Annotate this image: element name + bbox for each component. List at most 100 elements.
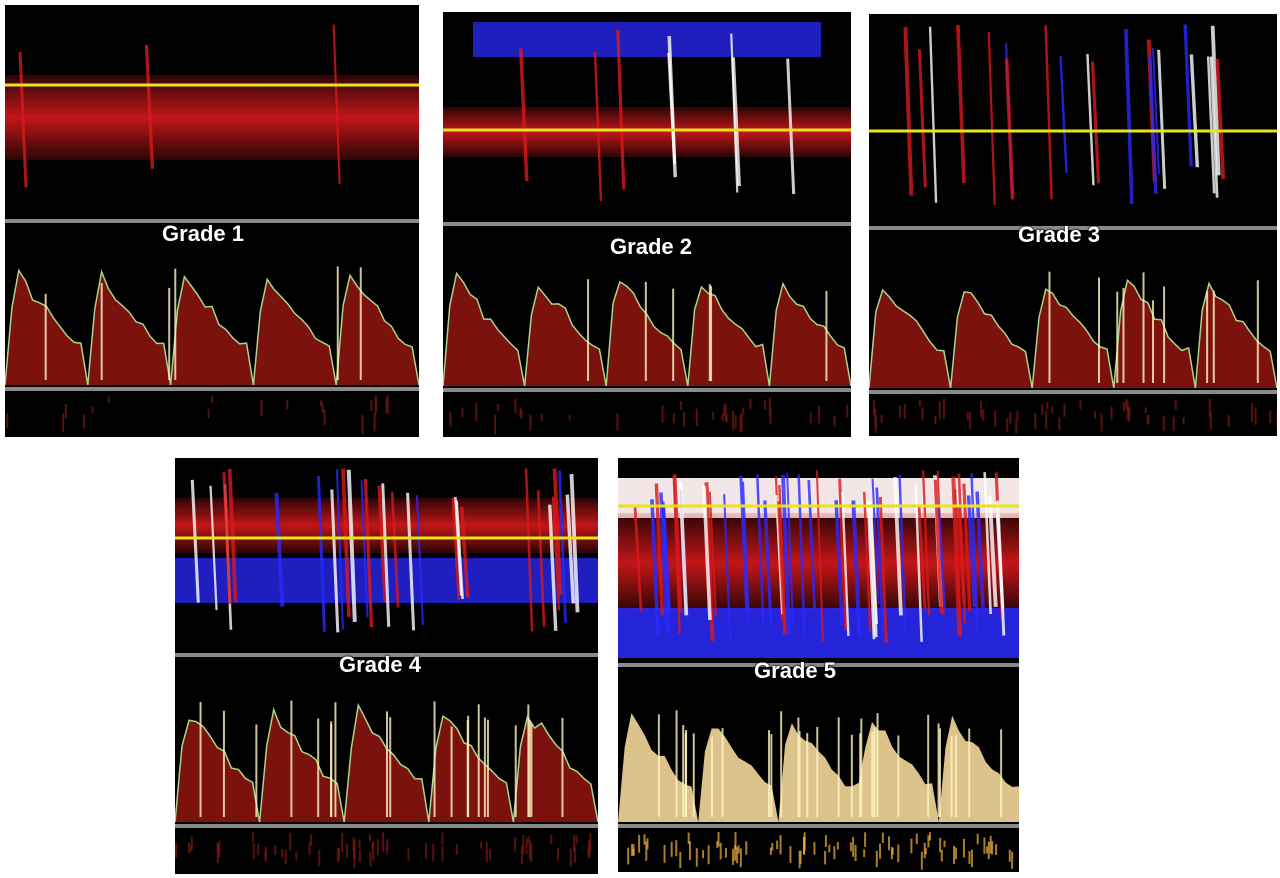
noise-mark bbox=[1269, 410, 1272, 423]
noise-mark bbox=[520, 410, 523, 419]
noise-mark bbox=[898, 405, 901, 418]
noise-mark bbox=[1046, 402, 1049, 410]
noise-mark bbox=[1041, 404, 1044, 415]
noise-mark bbox=[1051, 406, 1054, 414]
noise-mark bbox=[995, 844, 998, 856]
noise-mark bbox=[528, 840, 531, 861]
flow-streak bbox=[548, 504, 558, 631]
flow-streak bbox=[565, 494, 576, 604]
flow-streak bbox=[673, 474, 683, 613]
noise-mark bbox=[969, 412, 972, 429]
flow-streak bbox=[996, 500, 1006, 636]
noise-mark bbox=[769, 408, 772, 425]
flow-streak bbox=[1157, 49, 1167, 189]
noise-mark bbox=[374, 395, 377, 415]
noise-mark bbox=[441, 846, 444, 862]
noise-mark bbox=[425, 842, 428, 859]
noise-mark bbox=[488, 849, 491, 861]
noise-mark bbox=[638, 834, 641, 853]
envelope-trace bbox=[869, 278, 1277, 389]
noise-mark bbox=[449, 412, 452, 427]
noise-mark bbox=[942, 398, 945, 419]
noise-mark bbox=[920, 851, 923, 870]
flow-streak bbox=[144, 45, 155, 169]
noise-mark bbox=[189, 845, 192, 853]
noise-mark bbox=[630, 844, 633, 856]
flow-streak bbox=[951, 476, 962, 637]
noise-mark bbox=[707, 845, 710, 865]
flow-streak bbox=[970, 473, 979, 631]
noise-mark bbox=[824, 835, 827, 848]
flow-streak bbox=[363, 478, 374, 628]
panel-grade-1: Grade 1 bbox=[5, 5, 419, 437]
noise-mark bbox=[358, 850, 361, 863]
noise-mark bbox=[915, 833, 918, 845]
flow-streak bbox=[869, 500, 879, 625]
noise-mark bbox=[888, 836, 891, 851]
flow-streak bbox=[1124, 28, 1134, 204]
separator-line bbox=[869, 226, 1277, 230]
flow-streak bbox=[415, 495, 424, 626]
noise-mark bbox=[91, 406, 94, 414]
flow-streak bbox=[1004, 58, 1015, 200]
flow-streak bbox=[519, 48, 529, 182]
flow-streak bbox=[987, 495, 998, 607]
noise-mark bbox=[461, 408, 464, 418]
noise-mark bbox=[309, 834, 312, 847]
noise-mark bbox=[382, 832, 385, 852]
noise-mark bbox=[1208, 398, 1211, 418]
noise-mark bbox=[680, 401, 683, 411]
separator-line bbox=[175, 653, 598, 657]
flow-streak bbox=[616, 29, 626, 190]
noise-mark bbox=[1162, 415, 1165, 432]
noise-mark bbox=[921, 407, 924, 421]
noise-mark bbox=[970, 849, 973, 868]
noise-mark bbox=[529, 414, 532, 431]
noise-mark bbox=[966, 411, 969, 421]
noise-mark bbox=[341, 833, 344, 852]
noise-mark bbox=[734, 832, 737, 850]
noise-mark bbox=[1209, 412, 1212, 430]
flow-band-red bbox=[5, 75, 419, 160]
noise-mark bbox=[824, 850, 827, 865]
noise-mark bbox=[1034, 413, 1037, 429]
noise-mark bbox=[1100, 413, 1103, 432]
flow-band-red bbox=[443, 107, 851, 157]
flow-streak bbox=[346, 469, 357, 623]
flow-streak bbox=[786, 472, 795, 627]
flow-streak bbox=[524, 468, 534, 632]
noise-mark bbox=[441, 832, 444, 845]
flow-streak bbox=[1183, 24, 1193, 167]
flow-streak bbox=[678, 481, 689, 616]
flow-streak bbox=[966, 495, 977, 608]
noise-mark bbox=[207, 408, 210, 419]
spectral-waveform bbox=[443, 273, 851, 386]
flow-streak bbox=[1059, 55, 1068, 173]
flow-streak bbox=[190, 479, 200, 603]
flow-streak bbox=[928, 26, 938, 203]
flow-streak bbox=[756, 474, 765, 624]
flow-streak bbox=[406, 492, 416, 631]
envelope-trace bbox=[443, 271, 851, 387]
flow-streak bbox=[797, 474, 806, 642]
noise-mark bbox=[828, 844, 831, 853]
noise-mark bbox=[1015, 417, 1018, 434]
noise-mark bbox=[386, 838, 389, 850]
noise-mark bbox=[1008, 849, 1011, 862]
noise-mark bbox=[286, 400, 289, 410]
noise-mark bbox=[323, 409, 326, 426]
noise-mark bbox=[522, 834, 525, 854]
flow-streak bbox=[730, 33, 739, 193]
flow-streak bbox=[917, 505, 927, 610]
noise-mark bbox=[376, 839, 379, 856]
noise-mark bbox=[987, 841, 990, 860]
noise-mark bbox=[872, 400, 875, 415]
noise-mark bbox=[813, 842, 816, 855]
flow-streak bbox=[551, 496, 561, 611]
noise-mark bbox=[274, 844, 277, 855]
panel-grade-4: Grade 4 bbox=[175, 458, 598, 874]
flow-streak bbox=[227, 468, 238, 603]
noise-mark bbox=[679, 851, 682, 868]
flow-streak bbox=[18, 51, 28, 188]
noise-mark bbox=[632, 844, 635, 856]
